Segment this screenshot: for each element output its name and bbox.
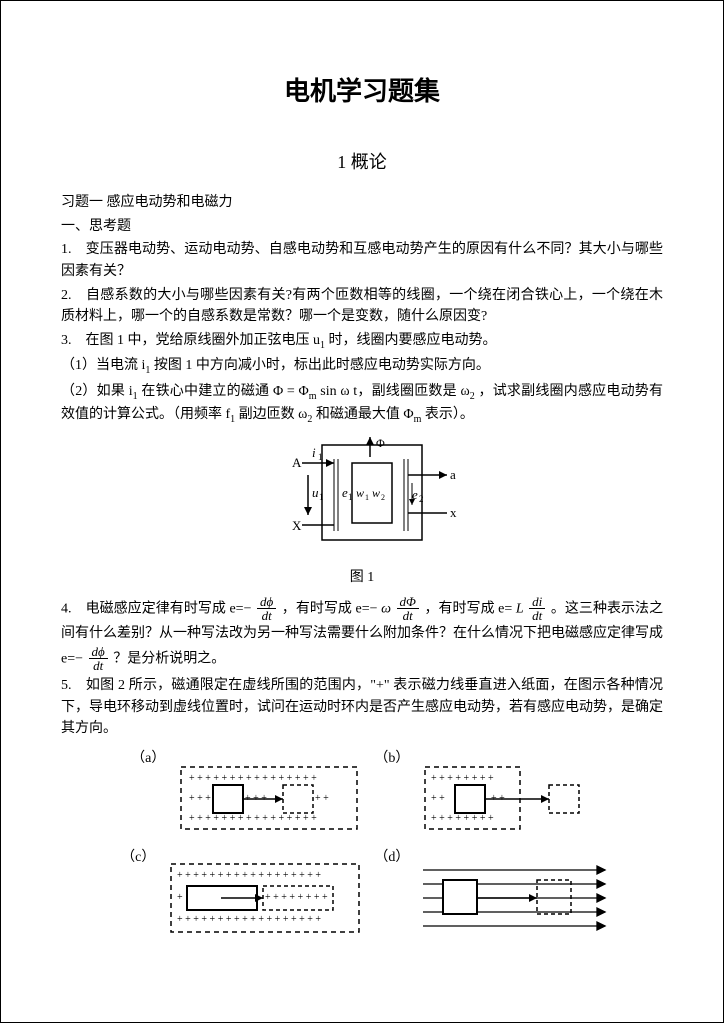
exercise-header: 习题一 感应电动势和电磁力 bbox=[61, 192, 663, 214]
svg-text:1: 1 bbox=[348, 492, 353, 502]
label-a: （a） bbox=[131, 748, 165, 770]
section-1: 一、思考题 bbox=[61, 216, 663, 238]
q4-e: ？是分析说明之。 bbox=[113, 651, 225, 666]
svg-text:1: 1 bbox=[365, 493, 369, 502]
q3-2-a: （2）如果 i bbox=[61, 384, 133, 399]
q3-part-a: 3. 在图 1 中，党给原线圈外加正弦电压 u bbox=[61, 333, 320, 348]
svg-text:2: 2 bbox=[381, 493, 385, 502]
frac-dPhi-dt: dΦdt bbox=[397, 595, 419, 623]
question-4: 4. 电磁感应定律有时写成 e=− dϕdt ，有时写成 e=− ω dΦdt … bbox=[61, 595, 663, 673]
question-3: 3. 在图 1 中，党给原线圈外加正弦电压 u1 时，线圈内要感应电动势。 bbox=[61, 330, 663, 353]
terminal-A: A bbox=[292, 455, 302, 470]
figure-1: Φ A X i 1 u 1 e 1 bbox=[61, 435, 663, 563]
svg-text:+ + + + + + + + + + + + + + +: + + + + + + + + + + + + + + + + bbox=[189, 813, 317, 824]
svg-text:+ +: + + bbox=[431, 793, 445, 804]
transformer-diagram: Φ A X i 1 u 1 e 1 bbox=[252, 435, 472, 555]
terminal-X: X bbox=[292, 518, 302, 533]
doc-title: 电机学习题集 bbox=[61, 71, 663, 108]
content: 习题一 感应电动势和电磁力 一、思考题 1. 变压器电动势、运动电动势、自感电动… bbox=[61, 192, 663, 938]
label-d: （d） bbox=[374, 847, 409, 869]
label-c: （c） bbox=[121, 847, 155, 869]
svg-text:2: 2 bbox=[419, 494, 424, 504]
diagram-c: + + + + + + + + + + + + + + + + + + + + +… bbox=[165, 858, 365, 938]
frac-dphi-dt-2: dϕdt bbox=[89, 645, 108, 673]
diagram-b: + + + + + + + + + ++ + + + + + + + + + bbox=[419, 759, 599, 839]
label-b: （b） bbox=[374, 748, 409, 770]
terminal-x: x bbox=[450, 505, 457, 520]
q3-1-a: （1）当电流 i bbox=[61, 358, 145, 373]
frac-dphi-dt-1: dϕdt bbox=[257, 595, 276, 623]
frac-di-dt: didt bbox=[529, 595, 545, 623]
w1-label: w bbox=[356, 486, 364, 500]
diagram-a: + + + + + + + + + + + + + + + + + + + + +… bbox=[175, 759, 365, 839]
q4-a: 4. 电磁感应定律有时写成 e=− bbox=[61, 601, 251, 616]
svg-text:+ +: + + bbox=[315, 793, 329, 804]
w2-label: w bbox=[372, 486, 380, 500]
svg-text:1: 1 bbox=[319, 492, 324, 502]
q3-2-c: sin ω t，副线圈匝数是 ω bbox=[320, 384, 469, 399]
svg-text:+ + + + + + + +: + + + + + + + + bbox=[431, 773, 494, 784]
question-1: 1. 变压器电动势、运动电动势、自感电动势和互感电动势产生的原因有什么不同？其大… bbox=[61, 239, 663, 282]
svg-text:+ + + + + + + +: + + + + + + + + bbox=[265, 892, 328, 903]
svg-text:+ + + + + + + + + + + + + + +: + + + + + + + + + + + + + + + + + + bbox=[177, 870, 321, 881]
u1-label: u bbox=[312, 485, 319, 500]
svg-text:+ + + + + + + +: + + + + + + + + bbox=[431, 813, 494, 824]
phi-label: Φ bbox=[376, 436, 385, 450]
chapter-heading: 1 概论 bbox=[61, 148, 663, 174]
question-2: 2. 自感系数的大小与哪些因素有关?有两个匝数相等的线圈，一个绕在闭合铁心上，一… bbox=[61, 285, 663, 328]
q3-2-e: 副边匝数 ω bbox=[239, 407, 308, 422]
svg-text:+: + bbox=[177, 892, 183, 903]
diagram-d bbox=[419, 858, 609, 938]
figure-2: （a） + + + + + + + + + + + + + + + + + + … bbox=[61, 748, 663, 938]
svg-text:+ + +: + + + bbox=[189, 793, 211, 804]
q4-c: ，有时写成 e= bbox=[424, 601, 512, 616]
svg-text:+ + + + + + + + + + + + + + +: + + + + + + + + + + + + + + + + bbox=[189, 773, 317, 784]
q3-2-g: 表示）。 bbox=[425, 407, 474, 422]
svg-text:1: 1 bbox=[318, 452, 323, 462]
q3-2-f: 和磁通最大值 Φ bbox=[316, 407, 414, 422]
svg-text:+ + + + + + + + + + + + + + +: + + + + + + + + + + + + + + + + + + bbox=[177, 914, 321, 925]
i1-label: i bbox=[312, 445, 316, 460]
question-3-2: （2）如果 i1 在铁心中建立的磁通 Φ = Φm sin ω t，副线圈匝数是… bbox=[61, 381, 663, 428]
figure-1-caption: 图 1 bbox=[61, 567, 663, 589]
q3-1-b: 按图 1 中方向减小时，标出此时感应电动势实际方向。 bbox=[154, 358, 490, 373]
q3-2-b: 在铁心中建立的磁通 Φ = Φ bbox=[141, 384, 308, 399]
question-5: 5. 如图 2 所示，磁通限定在虚线所围的范围内，"+" 表示磁力线垂直进入纸面… bbox=[61, 675, 663, 740]
page: 电机学习题集 1 概论 习题一 感应电动势和电磁力 一、思考题 1. 变压器电动… bbox=[0, 0, 724, 1023]
terminal-a: a bbox=[450, 467, 456, 482]
q3-part-b: 时，线圈内要感应电动势。 bbox=[329, 333, 497, 348]
question-3-1: （1）当电流 i1 按图 1 中方向减小时，标出此时感应电动势实际方向。 bbox=[61, 355, 663, 378]
q4-b: ，有时写成 e=− bbox=[282, 601, 378, 616]
